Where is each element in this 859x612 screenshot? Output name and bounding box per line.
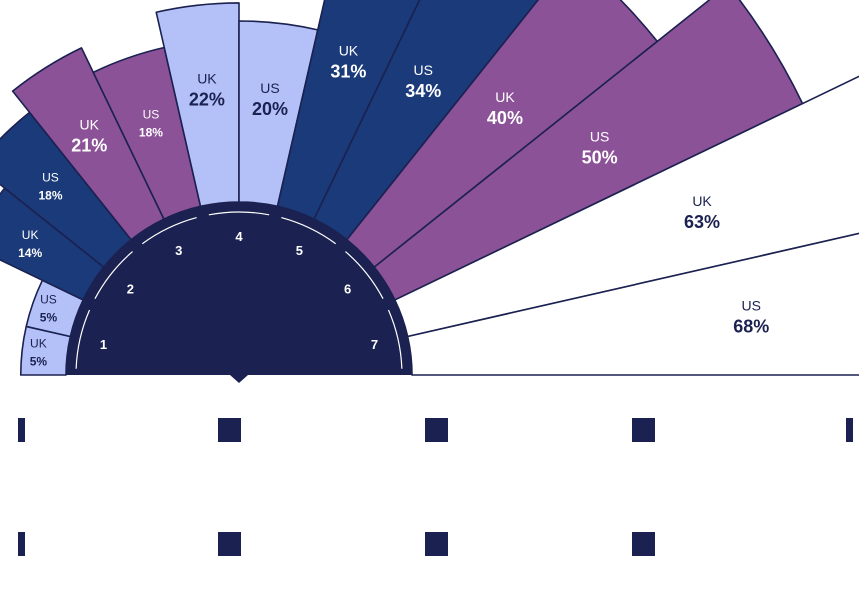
legend-marker (218, 532, 241, 556)
hub-ring-segment (141, 217, 197, 245)
bar-value-label: 34% (405, 81, 441, 101)
bar-country-label: US (40, 292, 57, 306)
category-label: 2 (127, 281, 134, 296)
bar-country-label: US (143, 107, 160, 121)
legend-marker (18, 532, 25, 556)
hub-ring-segment (345, 251, 384, 299)
bar-value-label: 22% (189, 89, 225, 109)
legend-marker (425, 532, 448, 556)
bar-country-label: UK (79, 117, 99, 133)
labels-layer: UK 5% US 5% UK 14% US 18% UK 21% US 18% UK 22% US 20% UK… (18, 42, 769, 368)
bar-value-label: 68% (733, 316, 769, 336)
hub (66, 202, 412, 375)
bar-value-label: 5% (40, 310, 58, 324)
legend-marker (18, 418, 25, 442)
hub-pointer (230, 375, 248, 383)
hub-ring-segment (281, 217, 337, 245)
bar-country-label: UK (339, 42, 359, 58)
hub-ring-segment (94, 251, 133, 299)
bar-value-label: 18% (38, 188, 62, 202)
category-label: 5 (296, 243, 303, 258)
legend-marker (425, 418, 448, 442)
bar-value-label: 21% (71, 136, 107, 156)
bar-value-label: 14% (18, 246, 42, 260)
legend-marker (846, 418, 853, 442)
legend-marker (632, 532, 655, 556)
bar-country-label: US (413, 62, 432, 78)
bars-layer (0, 0, 859, 376)
bar-value-label: 50% (582, 147, 618, 167)
bar-country-label: UK (197, 70, 217, 86)
legend-marker (632, 418, 655, 442)
bar-value-label: 40% (487, 108, 523, 128)
bar-country-label: US (42, 170, 59, 184)
category-label: 4 (235, 229, 243, 244)
bar-country-label: UK (692, 193, 712, 209)
category-label: 3 (175, 243, 182, 258)
hub-layer: 1 2 3 4 5 6 7 (66, 202, 412, 383)
bar-value-label: 18% (139, 125, 163, 139)
bar-value-label: 5% (30, 354, 48, 368)
category-label: 1 (100, 337, 107, 352)
category-label: 6 (344, 281, 351, 296)
bar-country-label: UK (30, 336, 47, 350)
hub-ring-segment (387, 309, 403, 369)
bar-country-label: US (260, 80, 279, 96)
legend-marker (218, 418, 241, 442)
bar-country-label: UK (22, 228, 39, 242)
bar-country-label: US (590, 128, 609, 144)
bar-7-uk (394, 75, 859, 338)
bar-value-label: 63% (684, 212, 720, 232)
hub-ring-segment (208, 211, 270, 216)
category-label: 7 (371, 337, 378, 352)
bar-value-label: 31% (330, 61, 366, 81)
bar-value-label: 20% (252, 99, 288, 119)
hub-ring-segment (75, 309, 91, 369)
bar-country-label: US (742, 297, 761, 313)
bar-country-label: UK (495, 89, 515, 105)
